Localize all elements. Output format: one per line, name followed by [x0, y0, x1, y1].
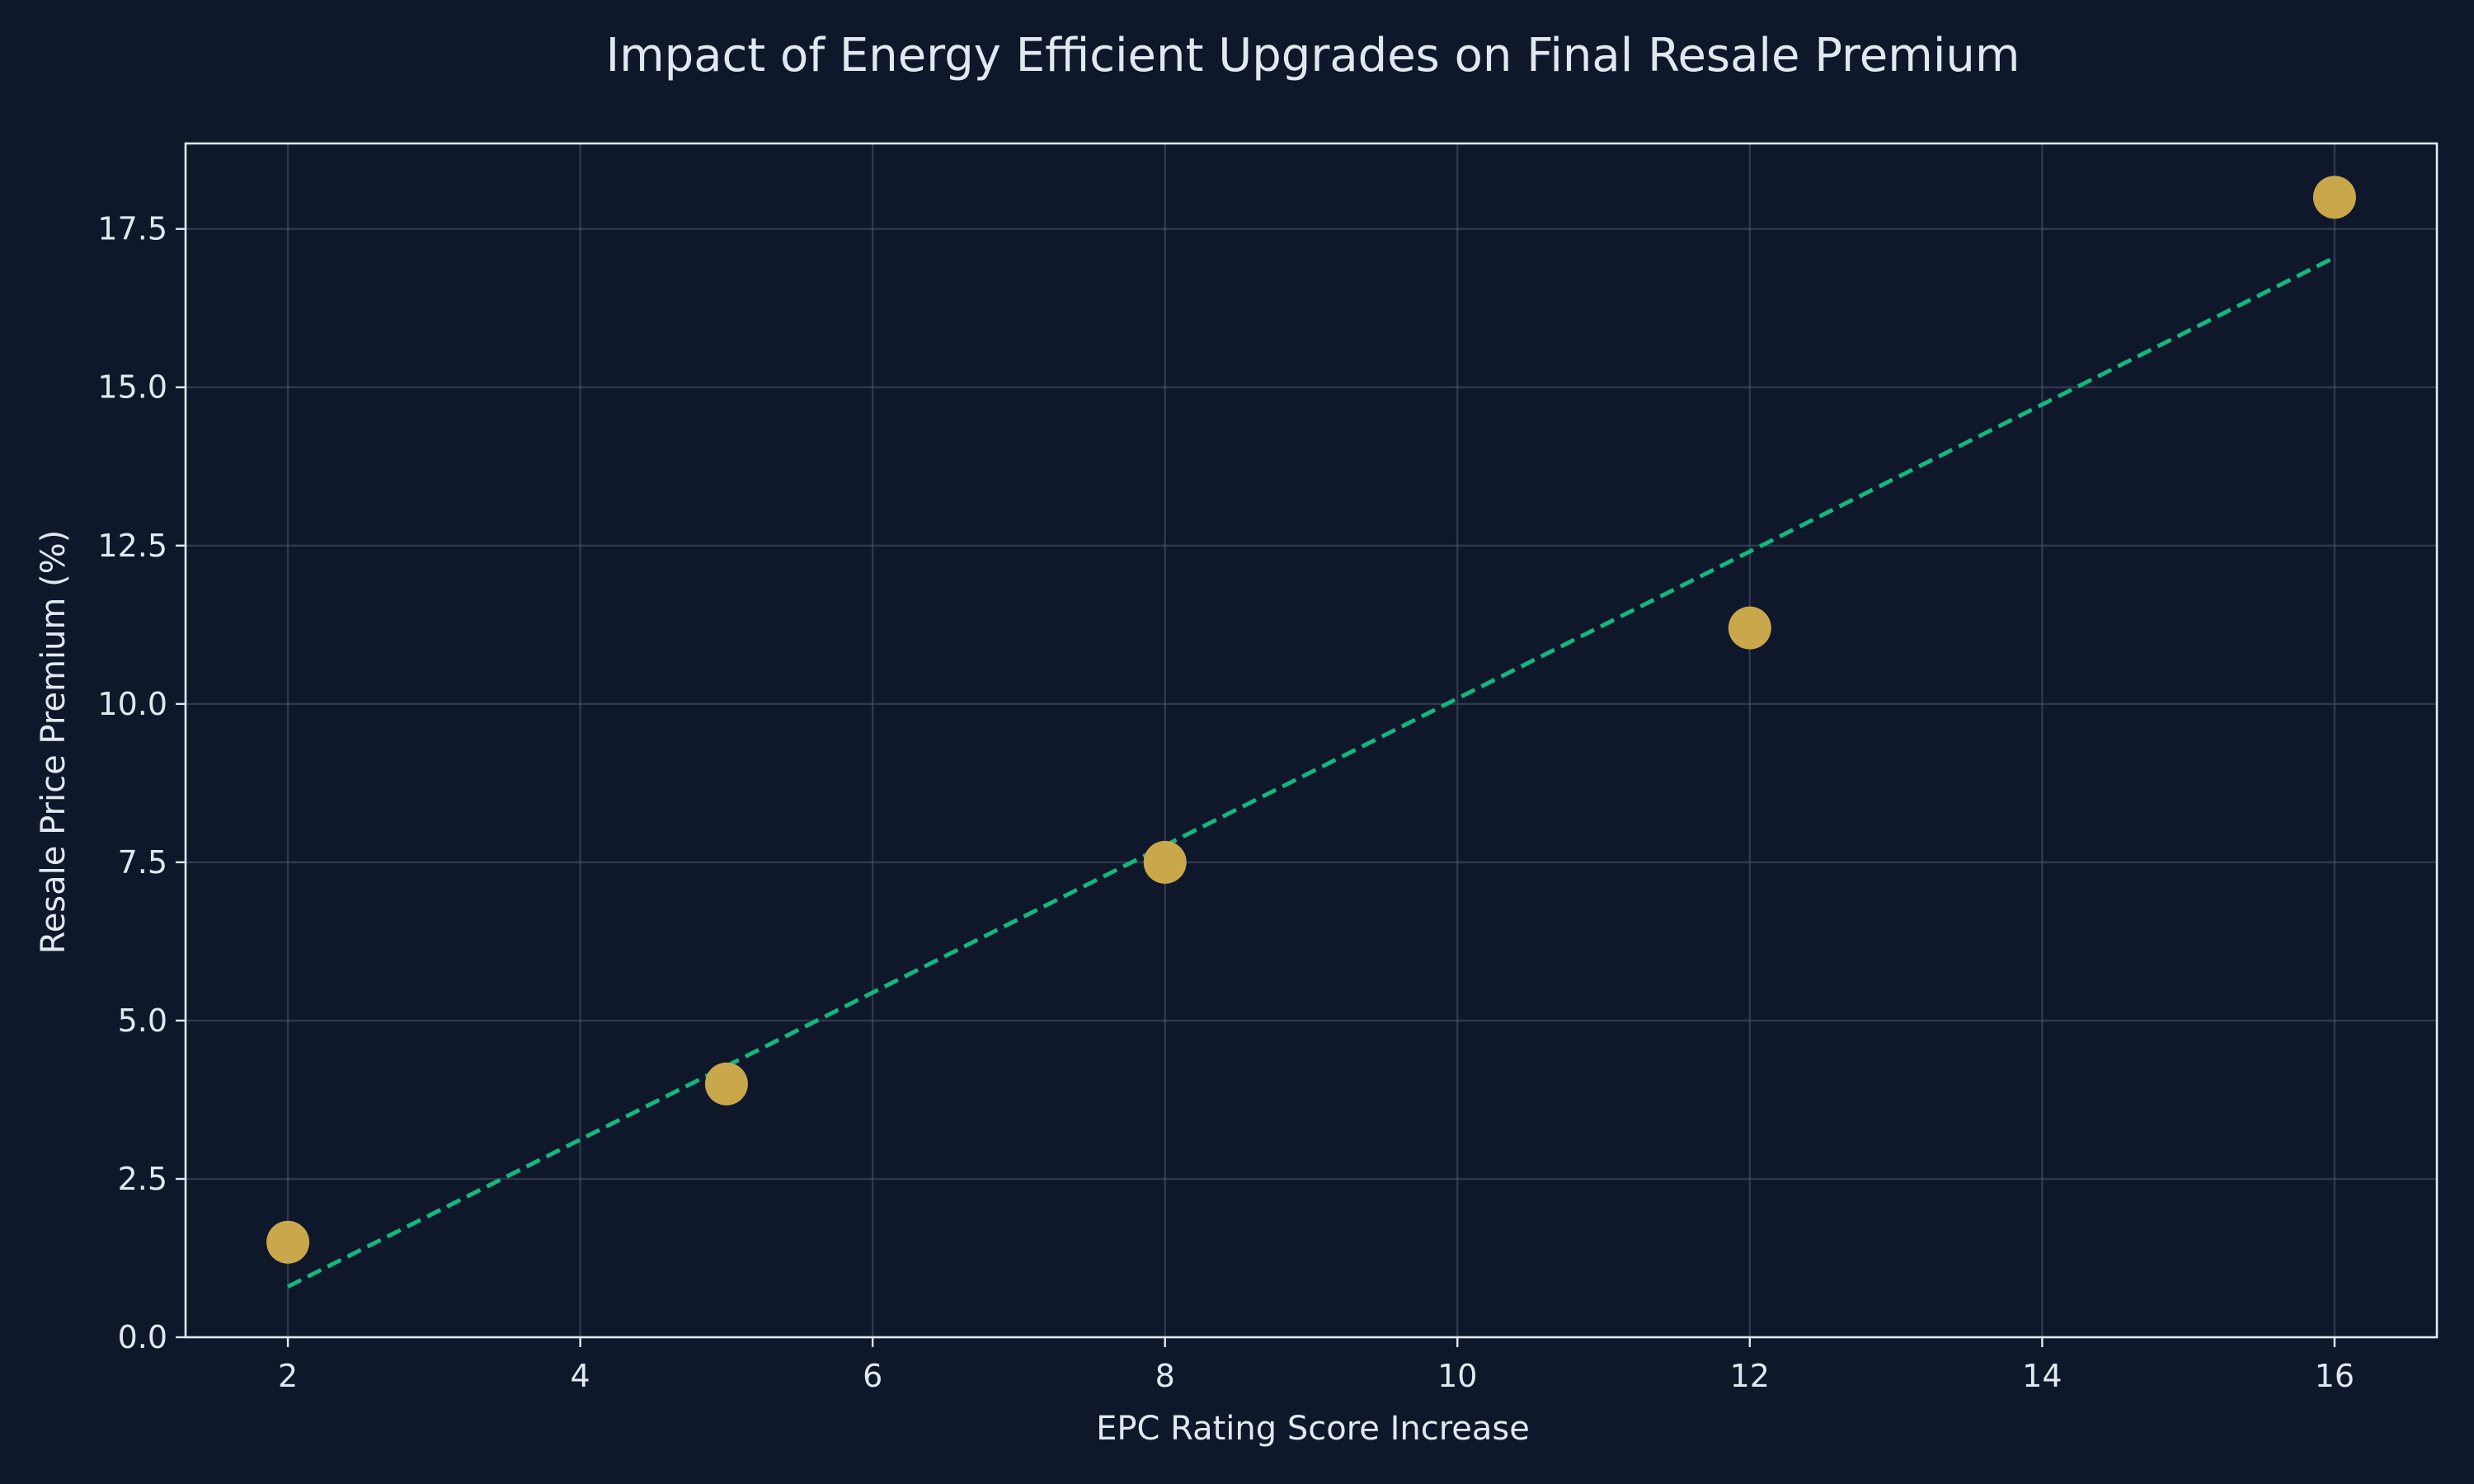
chart-title: Impact of Energy Efficient Upgrades on F…	[606, 29, 2020, 82]
x-axis-label: EPC Rating Score Increase	[1096, 1410, 1530, 1448]
y-tick-label: 5.0	[118, 1003, 167, 1039]
scatter-point	[1143, 840, 1187, 884]
plot-frame	[184, 142, 2439, 1339]
scatter-point	[266, 1220, 310, 1264]
y-tick-label: 7.5	[118, 844, 167, 881]
y-tick-label: 2.5	[118, 1161, 167, 1197]
y-tick-label: 12.5	[97, 528, 167, 564]
y-tick-label: 15.0	[97, 369, 167, 406]
y-axis-label: Resale Price Premium (%)	[35, 530, 73, 955]
x-tick-label: 16	[2315, 1358, 2354, 1394]
grid	[186, 143, 2437, 1339]
y-axis: 0.0 2.5 5.0 7.5 10.0 12.5 15.0 17.5	[97, 211, 186, 1355]
y-tick-label: 17.5	[97, 211, 167, 247]
x-tick-label: 14	[2022, 1358, 2062, 1394]
scatter-point	[1728, 606, 1771, 650]
scatter-point	[704, 1062, 748, 1106]
plot-area	[266, 176, 2356, 1289]
y-tick-label: 0.0	[118, 1319, 167, 1355]
x-tick-label: 4	[571, 1358, 590, 1394]
x-tick-label: 12	[1730, 1358, 1770, 1394]
scatter-point	[2312, 176, 2356, 219]
y-tick-label: 10.0	[97, 686, 167, 722]
x-tick-label: 10	[1437, 1358, 1477, 1394]
x-tick-label: 6	[863, 1358, 882, 1394]
trend-line	[286, 256, 2336, 1289]
x-tick-label: 2	[278, 1358, 298, 1394]
x-axis: 2 4 6 8 10 12 14 16	[278, 1337, 2354, 1394]
x-tick-label: 8	[1155, 1358, 1175, 1394]
